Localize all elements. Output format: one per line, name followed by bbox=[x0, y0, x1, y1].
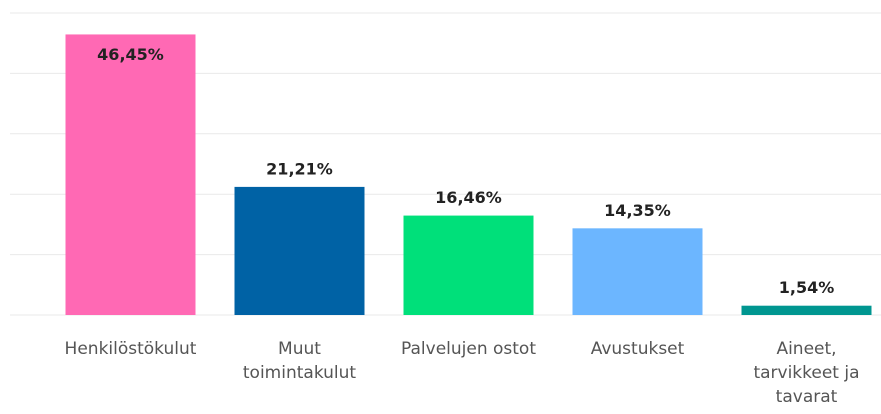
value-label: 1,54% bbox=[779, 278, 835, 297]
bar bbox=[234, 186, 365, 315]
x-tick-label: Henkilöstökulut bbox=[64, 339, 197, 359]
bar bbox=[572, 228, 703, 315]
bar bbox=[741, 305, 872, 315]
value-label: 16,46% bbox=[435, 188, 502, 207]
x-tick-label: Palvelujen ostot bbox=[401, 339, 536, 359]
x-tick-label: Muut toimintakulut bbox=[242, 339, 357, 383]
value-label: 21,21% bbox=[266, 159, 333, 178]
value-label: 46,45% bbox=[97, 45, 164, 64]
value-label: 14,35% bbox=[604, 201, 671, 220]
x-tick-label: Aineet, tarvikkeet ja tavarat bbox=[753, 339, 860, 407]
bar bbox=[403, 215, 534, 315]
bar bbox=[65, 34, 196, 315]
x-tick-label: Avustukset bbox=[590, 339, 685, 359]
